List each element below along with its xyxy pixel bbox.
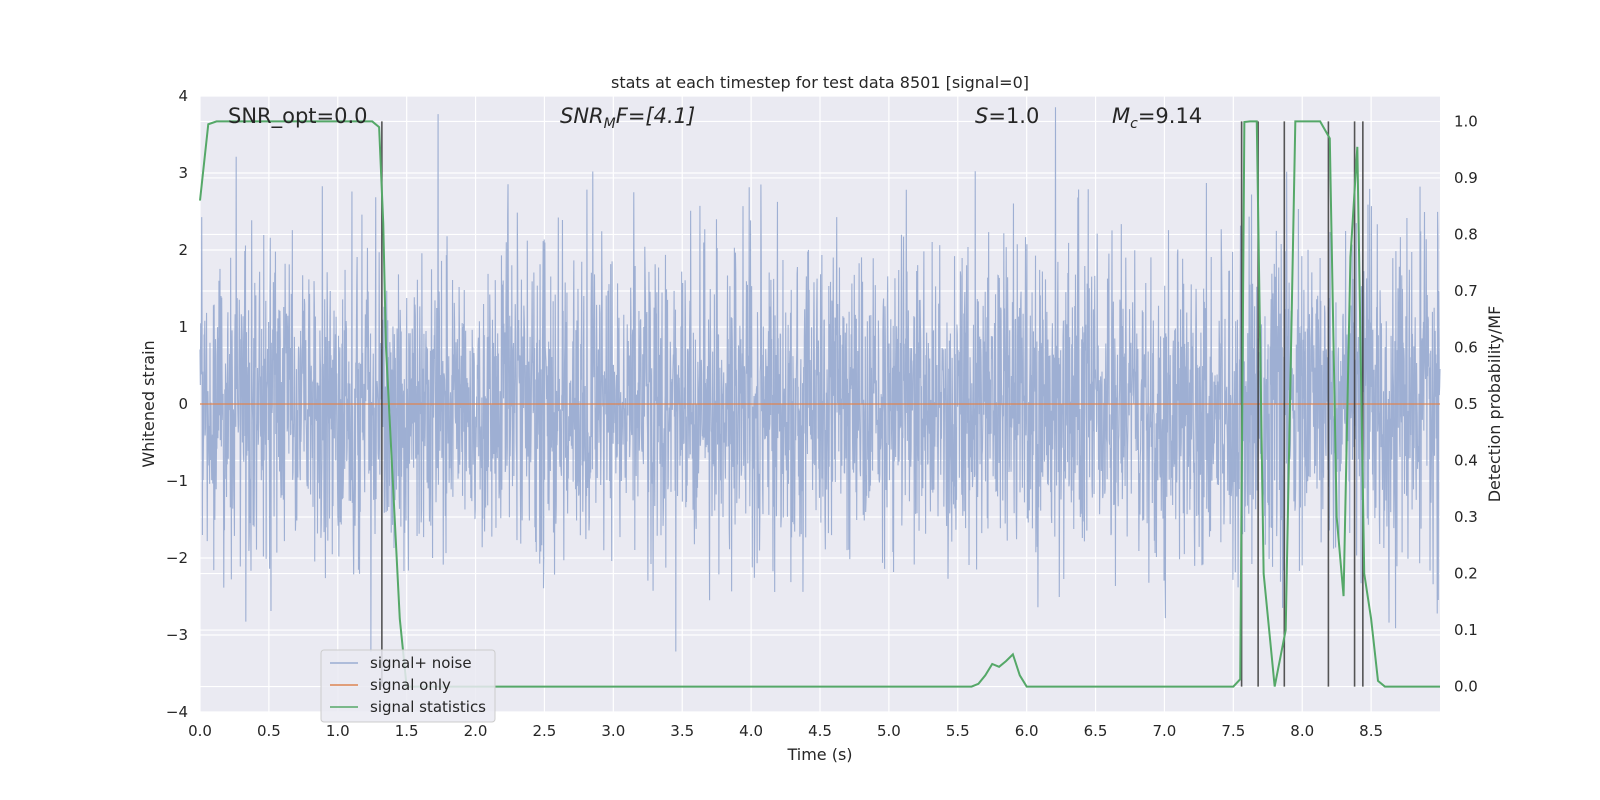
x-tick-label: 0.0: [188, 722, 212, 740]
legend-label-noise: signal+ noise: [370, 654, 472, 672]
x-tick-label: 1.5: [395, 722, 419, 740]
snr-mf-rest: F=[4.1]: [616, 104, 695, 128]
y-axis-label: Whitened strain: [139, 340, 158, 467]
snr-mf-main: SNR: [560, 104, 604, 128]
x-tick-label: 5.5: [946, 722, 970, 740]
x-tick-label: 8.5: [1359, 722, 1383, 740]
legend-label-signal: signal only: [370, 676, 451, 694]
s-italic: S: [975, 104, 988, 128]
x-tick-label: 4.0: [739, 722, 763, 740]
x-tick-label: 5.0: [877, 722, 901, 740]
x-tick-label: 3.5: [670, 722, 694, 740]
x-tick-label: 7.0: [1153, 722, 1177, 740]
x-tick-label: 8.0: [1290, 722, 1314, 740]
x-tick-label: 6.0: [1015, 722, 1039, 740]
y-tick-label: −4: [166, 703, 188, 721]
y2-tick-label: 1.0: [1454, 112, 1478, 130]
chart-title: stats at each timestep for test data 850…: [611, 73, 1029, 92]
y-tick-label: −3: [166, 626, 188, 644]
y2-tick-label: 0.4: [1454, 452, 1478, 470]
y2-axis-label: Detection probability/MF: [1485, 306, 1504, 503]
y-tick-label: 4: [178, 87, 188, 105]
annotation-snr-opt: SNR_opt=0.0: [228, 104, 368, 129]
snr-mf-sub: M: [604, 116, 616, 132]
y2-tick-label: 0.0: [1454, 678, 1478, 696]
tick-labels: 0.0 0.5 1.0 1.5 2.0 2.5 3.0 3.5 4.0 4.5 5.0 5.5 6.0 6…: [166, 87, 1478, 740]
x-tick-label: 0.5: [257, 722, 281, 740]
y-tick-label: −2: [166, 549, 188, 567]
y-tick-label: 3: [178, 164, 188, 182]
x-tick-label: 6.5: [1084, 722, 1108, 740]
y-tick-label: −1: [166, 472, 188, 490]
x-tick-label: 1.0: [326, 722, 350, 740]
mc-sub: c: [1130, 116, 1138, 132]
y2-tick-label: 0.2: [1454, 565, 1478, 583]
y-tick-label: 1: [178, 318, 188, 336]
annotation-mc: Mc=9.14: [1112, 104, 1202, 132]
annotation-s: S=1.0: [975, 104, 1039, 128]
mc-value: =9.14: [1138, 104, 1202, 128]
s-value: =1.0: [988, 104, 1039, 128]
y-tick-label: 0: [178, 395, 188, 413]
x-tick-label: 7.5: [1221, 722, 1245, 740]
legend: signal+ noise signal only signal statist…: [320, 649, 496, 723]
y2-tick-label: 0.8: [1454, 225, 1478, 243]
x-tick-label: 4.5: [808, 722, 832, 740]
annotation-snr-mf: SNRMF=[4.1]: [560, 104, 695, 132]
x-tick-label: 2.0: [464, 722, 488, 740]
x-tick-label: 3.0: [601, 722, 625, 740]
y2-tick-label: 0.3: [1454, 508, 1478, 526]
y2-tick-label: 0.6: [1454, 338, 1478, 356]
legend-label-stats: signal statistics: [370, 698, 486, 716]
y2-tick-label: 0.7: [1454, 282, 1478, 300]
x-tick-label: 2.5: [533, 722, 557, 740]
data-layer: [199, 107, 1441, 652]
legend-box: [320, 649, 496, 723]
y2-tick-label: 0.9: [1454, 169, 1478, 187]
stats-layer: [199, 120, 1440, 688]
series-signal-noise: [199, 107, 1441, 652]
mc-italic: M: [1112, 104, 1130, 128]
y2-tick-label: 0.1: [1454, 621, 1478, 639]
x-axis-label: Time (s): [786, 745, 852, 764]
series-signal-statistics: [199, 120, 1440, 688]
y2-tick-label: 0.5: [1454, 395, 1478, 413]
y-tick-label: 2: [178, 241, 188, 259]
